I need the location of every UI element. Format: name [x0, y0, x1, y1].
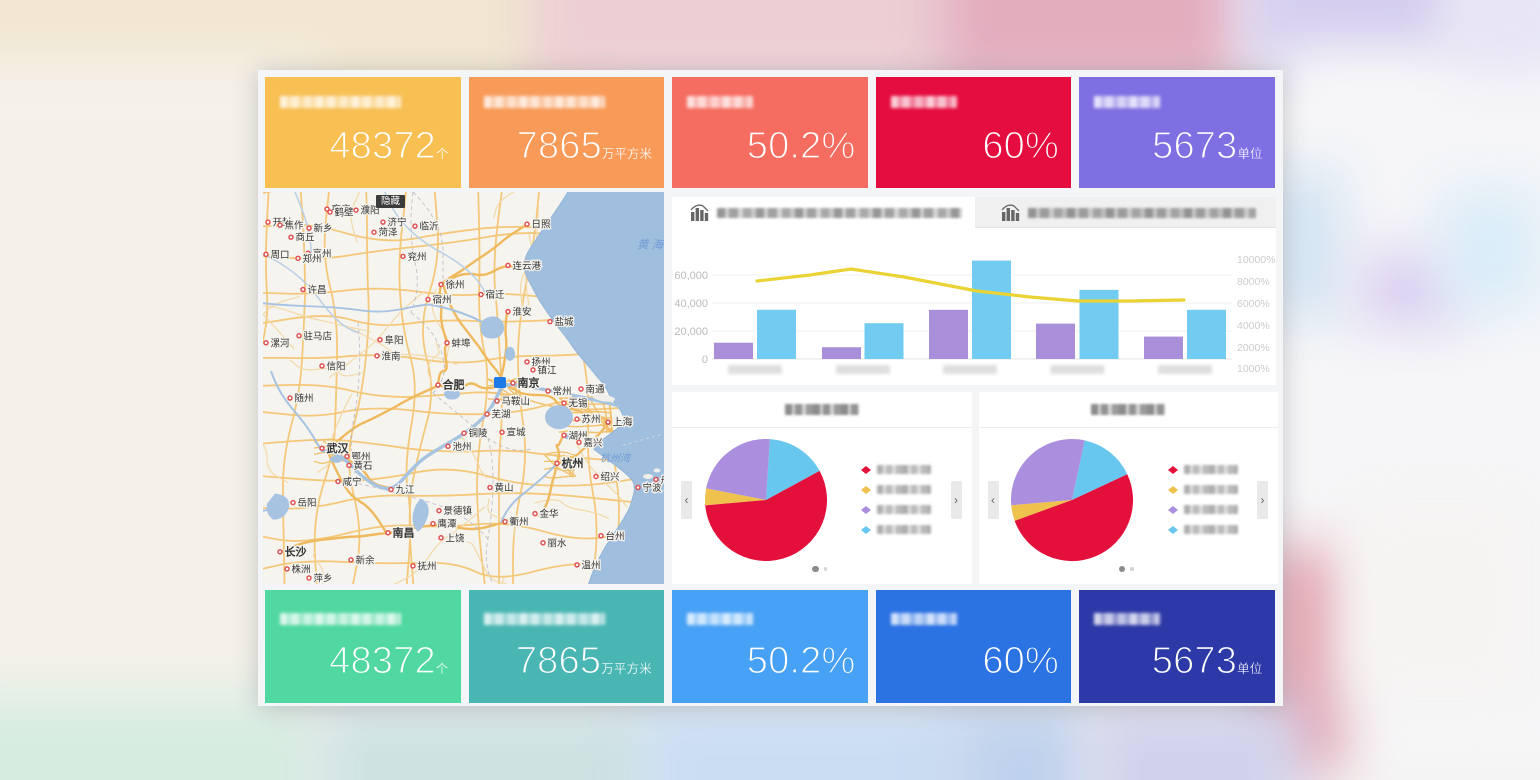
svg-text:郑州: 郑州	[303, 253, 322, 265]
svg-text:台州: 台州	[606, 530, 625, 542]
svg-text:嘉兴: 嘉兴	[584, 437, 603, 449]
svg-text:随州: 随州	[295, 393, 314, 405]
svg-text:60,000: 60,000	[674, 270, 708, 282]
svg-text:20,000: 20,000	[674, 326, 708, 338]
svg-text:抚州: 抚州	[418, 560, 437, 572]
svg-text:岳阳: 岳阳	[298, 497, 317, 509]
svg-text:8000%: 8000%	[1237, 276, 1270, 288]
svg-text:商丘: 商丘	[296, 232, 315, 244]
svg-text:1000%: 1000%	[1237, 363, 1270, 375]
svg-text:菏泽: 菏泽	[379, 228, 398, 239]
svg-text:鄂州: 鄂州	[352, 452, 371, 463]
svg-text:黄山: 黄山	[495, 482, 514, 494]
svg-text:宿州: 宿州	[433, 294, 452, 306]
svg-text:信阳: 信阳	[327, 360, 346, 372]
svg-text:漯河: 漯河	[271, 337, 290, 349]
svg-text:鹰潭: 鹰潭	[438, 518, 457, 530]
svg-text:丽水: 丽水	[548, 537, 567, 549]
svg-text:湖州: 湖州	[569, 431, 588, 442]
svg-text:杭州湾: 杭州湾	[600, 452, 632, 464]
svg-text:苏州: 苏州	[582, 414, 601, 426]
svg-text:衢州: 衢州	[510, 516, 529, 528]
svg-text:杭州: 杭州	[562, 456, 584, 470]
svg-text:萍乡: 萍乡	[314, 573, 333, 584]
svg-text:黄 海: 黄 海	[637, 238, 664, 251]
svg-text:上饶: 上饶	[446, 532, 465, 544]
svg-text:池州: 池州	[453, 441, 472, 453]
svg-text:景德镇: 景德镇	[444, 505, 473, 517]
svg-text:徐州: 徐州	[446, 279, 465, 291]
svg-text:南通: 南通	[586, 384, 605, 396]
svg-text:枣庄: 枣庄	[332, 204, 351, 216]
svg-text:淮安: 淮安	[513, 306, 532, 318]
svg-text:株洲: 株洲	[292, 563, 311, 575]
svg-text:济宁: 济宁	[388, 217, 407, 229]
svg-text:上海: 上海	[613, 416, 633, 429]
svg-text:宁波: 宁波	[643, 482, 662, 494]
svg-text:连云港: 连云港	[513, 260, 542, 272]
svg-text:九江: 九江	[396, 484, 415, 496]
svg-text:6000%: 6000%	[1237, 298, 1270, 310]
svg-text:铜陵: 铜陵	[469, 428, 488, 440]
svg-text:蚌埠: 蚌埠	[452, 337, 471, 349]
svg-text:日照: 日照	[532, 220, 551, 231]
svg-text:盐城: 盐城	[555, 316, 574, 328]
svg-text:宿迁: 宿迁	[486, 289, 505, 301]
svg-text:黄石: 黄石	[354, 460, 373, 472]
svg-text:新余: 新余	[356, 554, 375, 566]
svg-text:温州: 温州	[582, 560, 601, 571]
svg-text:周口: 周口	[271, 250, 290, 261]
svg-text:金华: 金华	[540, 508, 559, 520]
svg-text:咸宁: 咸宁	[343, 476, 362, 488]
svg-text:南昌: 南昌	[393, 525, 415, 539]
svg-text:兖州: 兖州	[408, 251, 427, 263]
svg-text:常州: 常州	[553, 386, 572, 398]
svg-text:0: 0	[702, 354, 708, 366]
svg-text:10000%: 10000%	[1237, 254, 1276, 266]
svg-text:南京: 南京	[518, 375, 540, 389]
svg-text:合肥: 合肥	[443, 377, 465, 391]
svg-text:马鞍山: 马鞍山	[502, 396, 530, 408]
svg-text:临沂: 临沂	[420, 221, 439, 233]
svg-text:长沙: 长沙	[285, 544, 307, 558]
svg-text:4000%: 4000%	[1237, 320, 1270, 332]
svg-text:扬州: 扬州	[532, 356, 551, 368]
svg-text:焦作: 焦作	[285, 220, 304, 232]
svg-text:武汉: 武汉	[327, 441, 350, 455]
svg-text:宣城: 宣城	[507, 427, 526, 439]
svg-text:绍兴: 绍兴	[601, 471, 620, 483]
svg-text:40,000: 40,000	[674, 298, 708, 310]
svg-text:驻马店: 驻马店	[304, 330, 332, 342]
svg-text:芜湖: 芜湖	[492, 409, 511, 421]
svg-text:新乡: 新乡	[314, 223, 333, 235]
svg-text:许昌: 许昌	[308, 284, 327, 296]
svg-text:濮阳: 濮阳	[361, 205, 380, 217]
svg-text:镇江: 镇江	[538, 364, 557, 376]
svg-text:舟山: 舟山	[661, 474, 665, 486]
svg-text:无锡: 无锡	[569, 398, 588, 410]
svg-text:淮南: 淮南	[382, 350, 401, 362]
svg-text:亳州: 亳州	[313, 248, 332, 260]
svg-text:鹤壁: 鹤壁	[335, 207, 354, 219]
svg-text:2000%: 2000%	[1237, 342, 1270, 354]
svg-text:阜阳: 阜阳	[385, 334, 404, 346]
